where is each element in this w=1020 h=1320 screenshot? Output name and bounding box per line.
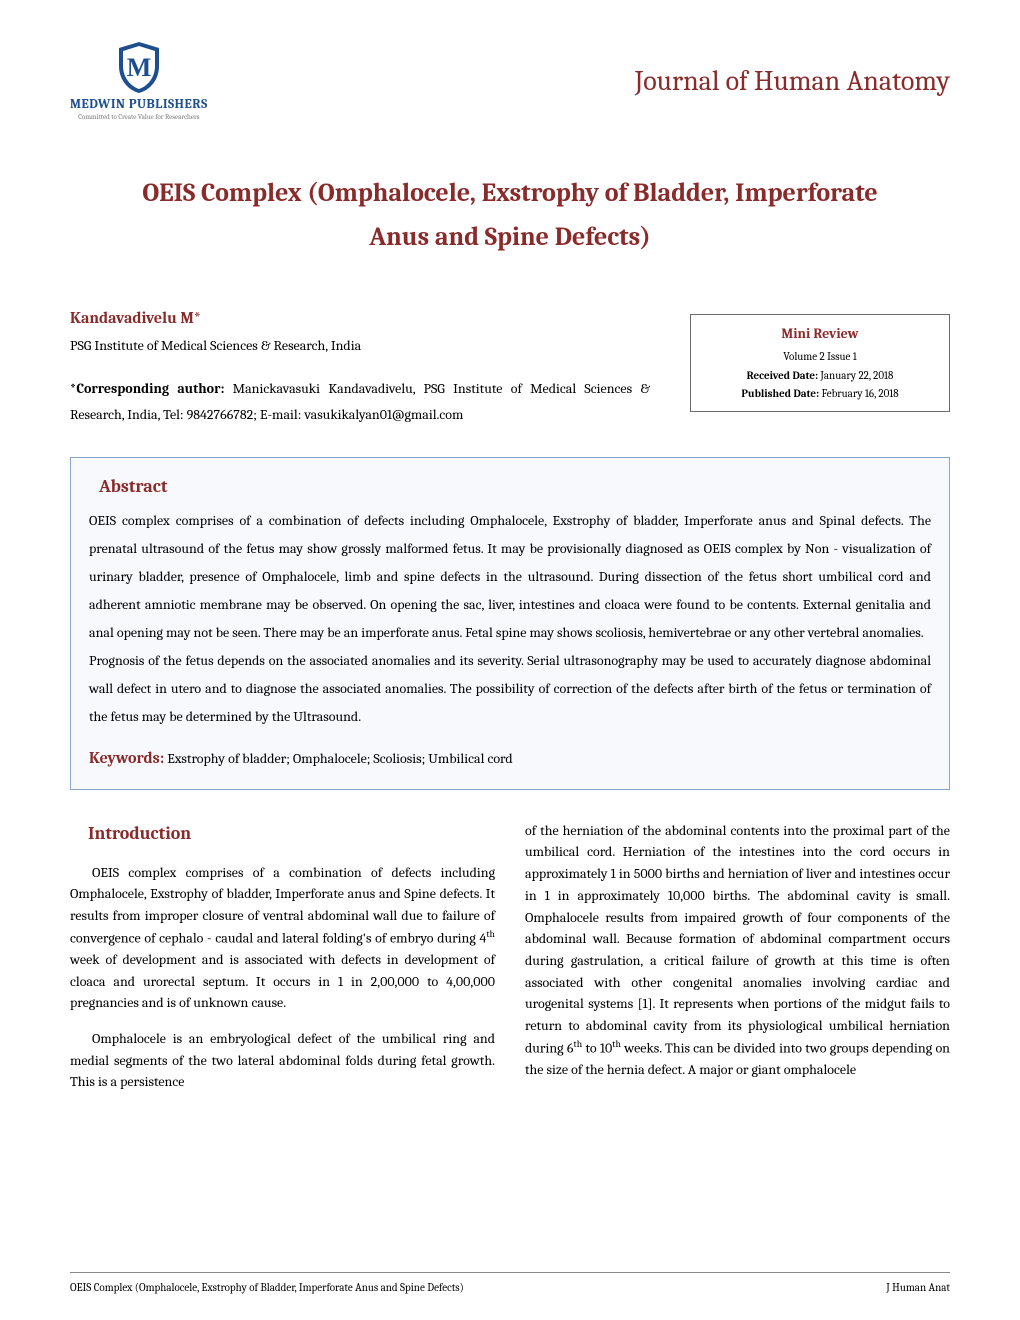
- body-columns: Introduction OEIS complex comprises of a…: [70, 820, 950, 1107]
- keywords-value: Exstrophy of bladder; Omphalocele; Scoli…: [164, 750, 513, 767]
- received-date-value: January 22, 2018: [818, 369, 893, 382]
- intro-para-3: of the herniation of the abdominal conte…: [525, 820, 950, 1081]
- body-column-left: Introduction OEIS complex comprises of a…: [70, 820, 495, 1107]
- page-footer: OEIS Complex (Omphalocele, Exstrophy of …: [70, 1272, 950, 1294]
- publisher-tagline: Committed to Create Value for Researcher…: [78, 113, 199, 121]
- received-date: Received Date: January 22, 2018: [701, 367, 939, 385]
- corresponding-author-label: *Corresponding author:: [70, 380, 224, 397]
- author-section: Kandavadivelu M* PSG Institute of Medica…: [70, 309, 950, 426]
- svg-text:M: M: [127, 53, 152, 82]
- footer-left: OEIS Complex (Omphalocele, Exstrophy of …: [70, 1281, 464, 1294]
- abstract-text: OEIS complex comprises of a combination …: [89, 507, 931, 731]
- keywords-label: Keywords:: [89, 749, 164, 767]
- article-type: Mini Review: [701, 323, 939, 345]
- intro-para-2: Omphalocele is an embryological defect o…: [70, 1028, 495, 1093]
- intro-para-1: OEIS complex comprises of a combination …: [70, 862, 495, 1014]
- page-header: M MEDWIN PUBLISHERS Committed to Create …: [70, 40, 950, 121]
- published-date: Published Date: February 16, 2018: [701, 385, 939, 403]
- abstract-para-1: OEIS complex comprises of a combination …: [89, 507, 931, 647]
- introduction-heading: Introduction: [88, 820, 495, 848]
- published-date-value: February 16, 2018: [819, 387, 898, 400]
- publisher-logo: M MEDWIN PUBLISHERS Committed to Create …: [70, 40, 208, 121]
- keywords: Keywords: Exstrophy of bladder; Omphaloc…: [89, 749, 931, 767]
- abstract-box: Abstract OEIS complex comprises of a com…: [70, 457, 950, 790]
- publisher-name: MEDWIN PUBLISHERS: [70, 97, 208, 112]
- journal-name: Journal of Human Anatomy: [635, 65, 950, 97]
- article-info-box: Mini Review Volume 2 Issue 1 Received Da…: [690, 314, 950, 411]
- footer-right: J Human Anat: [886, 1281, 950, 1294]
- abstract-para-2: Prognosis of the fetus depends on the as…: [89, 647, 931, 731]
- received-date-label: Received Date:: [747, 369, 819, 382]
- article-title: OEIS Complex (Omphalocele, Exstrophy of …: [110, 171, 910, 259]
- body-column-right: of the herniation of the abdominal conte…: [525, 820, 950, 1107]
- corresponding-author: *Corresponding author: Manickavasuki Kan…: [70, 376, 650, 426]
- abstract-heading: Abstract: [99, 476, 931, 497]
- volume-issue: Volume 2 Issue 1: [701, 348, 939, 366]
- shield-icon: M: [114, 40, 164, 95]
- published-date-label: Published Date:: [741, 387, 819, 400]
